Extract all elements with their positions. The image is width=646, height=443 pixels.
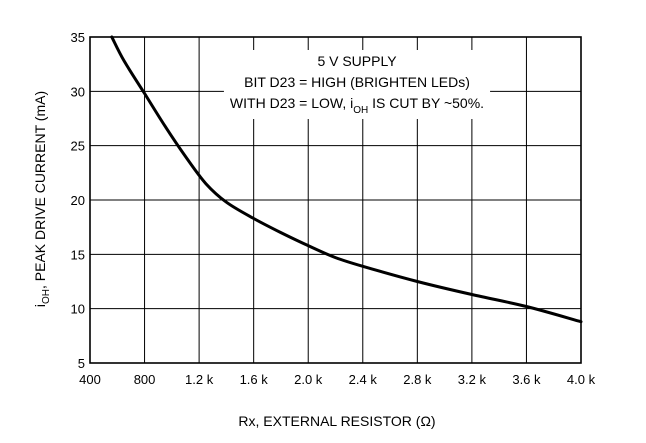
series-line-0 — [110, 35, 583, 324]
x-tick-label-0: 400 — [79, 372, 101, 387]
annotation-line-3: WITH D23 = LOW, iOH IS CUT BY ~50%. — [230, 95, 484, 116]
plot-frame — [89, 36, 582, 364]
x-tick-label-3: 1.6 k — [240, 372, 269, 387]
annotation-background — [223, 50, 491, 119]
x-tick-label-8: 3.6 k — [512, 372, 541, 387]
y-tick-label-2: 15 — [71, 247, 85, 262]
y-tick-labels: 5 10 15 20 25 30 35 — [71, 30, 85, 371]
y-tick-label-0: 5 — [78, 356, 85, 371]
x-tick-label-2: 1.2 k — [185, 372, 214, 387]
annotation-line-1: 5 V SUPPLY — [317, 53, 397, 69]
x-tick-label-6: 2.8 k — [403, 372, 432, 387]
annotation-block: 5 V SUPPLY BIT D23 = HIGH (BRIGHTEN LEDs… — [223, 50, 491, 119]
x-tick-label-1: 800 — [134, 372, 156, 387]
x-axis-title: Rx, EXTERNAL RESISTOR (Ω) — [238, 413, 435, 429]
y-tick-label-5: 30 — [71, 84, 85, 99]
x-tick-label-4: 2.0 k — [294, 372, 323, 387]
y-axis-title: iOH, PEAK DRIVE CURRENT (mA) — [32, 91, 52, 307]
y-tick-label-1: 10 — [71, 302, 85, 317]
curve-layer — [110, 35, 583, 324]
annotation-line-2: BIT D23 = HIGH (BRIGHTEN LEDs) — [244, 74, 470, 90]
x-tick-label-5: 2.4 k — [349, 372, 378, 387]
y-tick-label-4: 25 — [71, 139, 85, 154]
x-tick-label-7: 3.2 k — [458, 372, 487, 387]
x-tick-labels: 400 800 1.2 k 1.6 k 2.0 k 2.4 k 2.8 k 3.2 k 3.6 … — [79, 372, 595, 387]
y-tick-label-3: 20 — [71, 193, 85, 208]
x-tick-label-9: 4.0 k — [567, 372, 596, 387]
y-tick-label-6: 35 — [71, 30, 85, 45]
